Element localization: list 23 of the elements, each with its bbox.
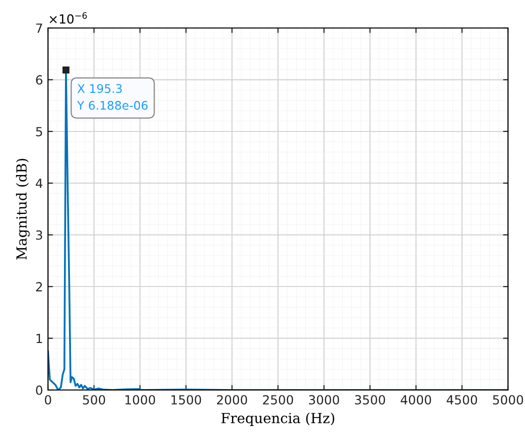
annotation: X 195.3 Y 6.188e-06: [77, 84, 148, 110]
x-tick-label: 5000: [493, 395, 524, 405]
x-tick-label: 500: [83, 395, 106, 405]
y-tick-label: 7: [36, 24, 42, 33]
x-tick-label: 2000: [217, 395, 248, 405]
text: ×10$^{−6}$: [50, 12, 87, 24]
x-axis-title: Frequencia (Hz): [221, 412, 334, 426]
y-tick-label: 1: [36, 334, 42, 344]
y-tick-label: 2: [36, 282, 42, 292]
y-tick-label: 6: [36, 75, 42, 85]
y-tick-label: 4: [36, 178, 42, 188]
x-tick-label: 1500: [171, 395, 202, 405]
x-tick-label: 1000: [125, 395, 156, 405]
x-tick-label: 4500: [446, 395, 478, 405]
y-tick-label: 3: [36, 230, 42, 240]
y-tick-label: 0: [36, 385, 42, 395]
x-tick-label: 4000: [400, 395, 432, 405]
x-tick-label: 3000: [309, 395, 340, 405]
x-tick-label: 0: [44, 395, 52, 405]
x-tick-label: 3500: [355, 395, 386, 405]
y-tick-label: 5: [36, 127, 42, 136]
y-axis-title: Magnitud (dB): [16, 158, 30, 260]
x-tick-label: 2500: [263, 395, 294, 405]
